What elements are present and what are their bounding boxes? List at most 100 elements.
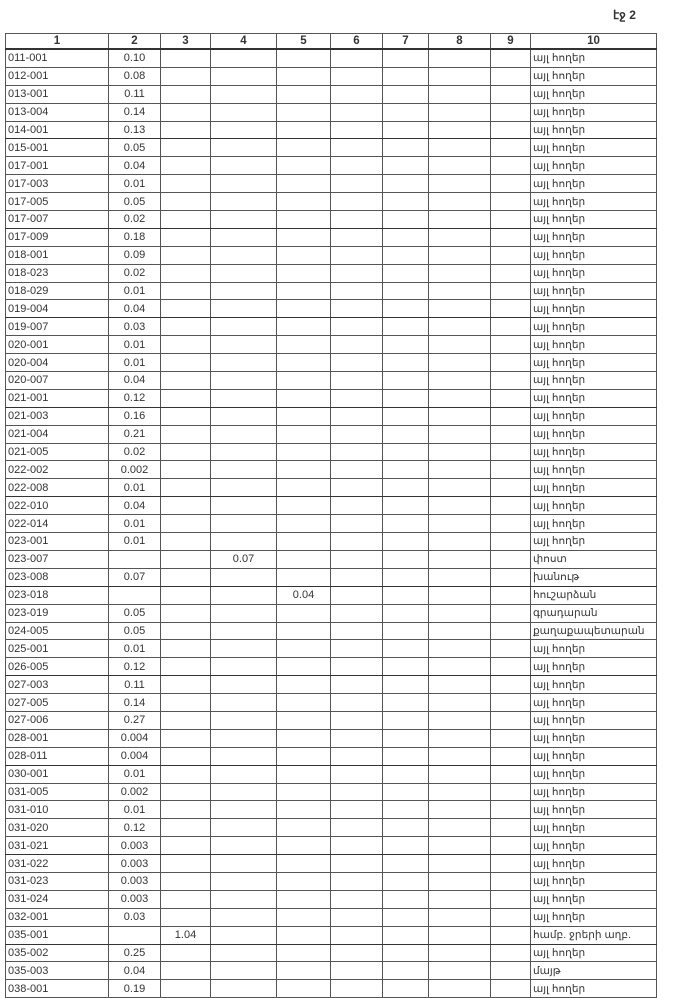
table-row: 031-021 0.003 այլ հողեր — [5, 836, 657, 856]
area-cell-col5 — [276, 335, 331, 355]
area-cell-col4 — [210, 174, 277, 194]
area-cell-col9 — [490, 424, 531, 444]
area-cell-col3 — [160, 549, 211, 569]
parcel-code-cell: 019-007 — [5, 317, 109, 337]
area-cell-col8 — [428, 210, 491, 229]
area-cell-col3 — [160, 245, 211, 265]
area-cell-col2 — [108, 549, 161, 569]
area-cell-col5 — [276, 496, 331, 516]
parcel-code-cell: 021-005 — [5, 442, 109, 462]
area-cell-col7 — [382, 854, 429, 873]
area-cell-col9 — [490, 227, 531, 247]
area-cell-col9 — [490, 567, 531, 587]
parcel-code-cell: 017-005 — [5, 192, 109, 212]
area-cell-col5 — [276, 281, 331, 301]
area-cell-col9 — [490, 138, 531, 158]
parcel-code-cell: 032-001 — [5, 907, 109, 927]
area-cell-col8 — [428, 889, 491, 909]
area-cell-col4 — [210, 299, 277, 319]
area-cell-col8 — [428, 764, 491, 784]
area-cell-col6 — [330, 281, 383, 301]
area-cell-col6 — [330, 567, 383, 587]
area-cell-col9 — [490, 943, 531, 963]
table-row: 017-009 0.18 այլ հողեր — [5, 227, 657, 247]
area-cell-col3 — [160, 961, 211, 981]
area-cell-col3 — [160, 532, 211, 551]
area-cell-col8 — [428, 728, 491, 748]
area-cell-col2: 0.004 — [108, 728, 161, 748]
area-cell-col6 — [330, 263, 383, 283]
area-cell-col4 — [210, 156, 277, 176]
table-row: 026-005 0.12 այլ հողեր — [5, 657, 657, 677]
land-use-cell: այլ հողեր — [530, 675, 657, 695]
area-cell-col2: 0.004 — [108, 746, 161, 766]
area-cell-col5 — [276, 639, 331, 659]
area-cell-col6 — [330, 478, 383, 498]
parcel-code-cell: 027-005 — [5, 693, 109, 712]
table-row: 018-023 0.02 այլ հողեր — [5, 263, 657, 283]
table-row: 014-001 0.13 այլ հողեր — [5, 120, 657, 140]
table-row: 023-008 0.07 խանութ — [5, 567, 657, 587]
area-cell-col5 — [276, 174, 331, 194]
area-cell-col2: 0.13 — [108, 120, 161, 140]
table-row: 020-001 0.01 այլ հողեր — [5, 335, 657, 355]
parcel-code-cell: 031-024 — [5, 889, 109, 909]
area-cell-col6 — [330, 532, 383, 551]
area-cell-col5 — [276, 693, 331, 712]
area-cell-col9 — [490, 371, 531, 390]
area-cell-col9 — [490, 317, 531, 337]
area-cell-col2: 0.08 — [108, 66, 161, 86]
area-cell-col5 — [276, 979, 331, 998]
area-cell-col3 — [160, 889, 211, 909]
area-cell-col6 — [330, 889, 383, 909]
area-cell-col6 — [330, 603, 383, 623]
area-cell-col4 — [210, 281, 277, 301]
area-cell-col3 — [160, 174, 211, 194]
area-cell-col2: 0.01 — [108, 800, 161, 820]
area-cell-col7 — [382, 245, 429, 265]
area-cell-col3 — [160, 710, 211, 730]
area-cell-col6 — [330, 335, 383, 355]
land-use-cell: այլ հողեր — [530, 800, 657, 820]
area-cell-col6 — [330, 156, 383, 176]
table-row: 032-001 0.03 այլ հողեր — [5, 907, 657, 927]
parcel-code-cell: 031-021 — [5, 836, 109, 856]
table-row: 024-005 0.05 քաղաքապետարան — [5, 621, 657, 641]
parcel-code-cell: 031-005 — [5, 782, 109, 802]
area-cell-col8 — [428, 335, 491, 355]
area-cell-col5 — [276, 210, 331, 229]
area-cell-col2: 0.27 — [108, 710, 161, 730]
area-cell-col2: 0.002 — [108, 460, 161, 480]
area-cell-col8 — [428, 567, 491, 587]
area-cell-col9 — [490, 281, 531, 301]
area-cell-col3 — [160, 156, 211, 176]
parcel-code-cell: 022-002 — [5, 460, 109, 480]
land-use-cell: այլ հողեր — [530, 210, 657, 229]
area-cell-col9 — [490, 406, 531, 426]
area-cell-col5 — [276, 388, 331, 408]
area-cell-col8 — [428, 675, 491, 695]
area-cell-col8 — [428, 836, 491, 856]
area-cell-col4 — [210, 227, 277, 247]
area-cell-col6 — [330, 460, 383, 480]
area-cell-col9 — [490, 353, 531, 373]
area-cell-col7 — [382, 281, 429, 301]
area-cell-col5 — [276, 84, 331, 104]
area-cell-col7 — [382, 693, 429, 712]
area-cell-col4: 0.07 — [210, 549, 277, 569]
area-cell-col9 — [490, 532, 531, 551]
area-cell-col5 — [276, 460, 331, 480]
area-cell-col4 — [210, 317, 277, 337]
area-cell-col4 — [210, 388, 277, 408]
area-cell-col4 — [210, 102, 277, 122]
area-cell-col8 — [428, 693, 491, 712]
area-cell-col3 — [160, 192, 211, 212]
area-cell-col8 — [428, 281, 491, 301]
area-cell-col7 — [382, 460, 429, 480]
area-cell-col4 — [210, 424, 277, 444]
area-cell-col9 — [490, 854, 531, 873]
area-cell-col8 — [428, 710, 491, 730]
land-use-cell: այլ հողեր — [530, 728, 657, 748]
table-row: 017-003 0.01 այլ հողեր — [5, 174, 657, 194]
area-cell-col5 — [276, 782, 331, 802]
